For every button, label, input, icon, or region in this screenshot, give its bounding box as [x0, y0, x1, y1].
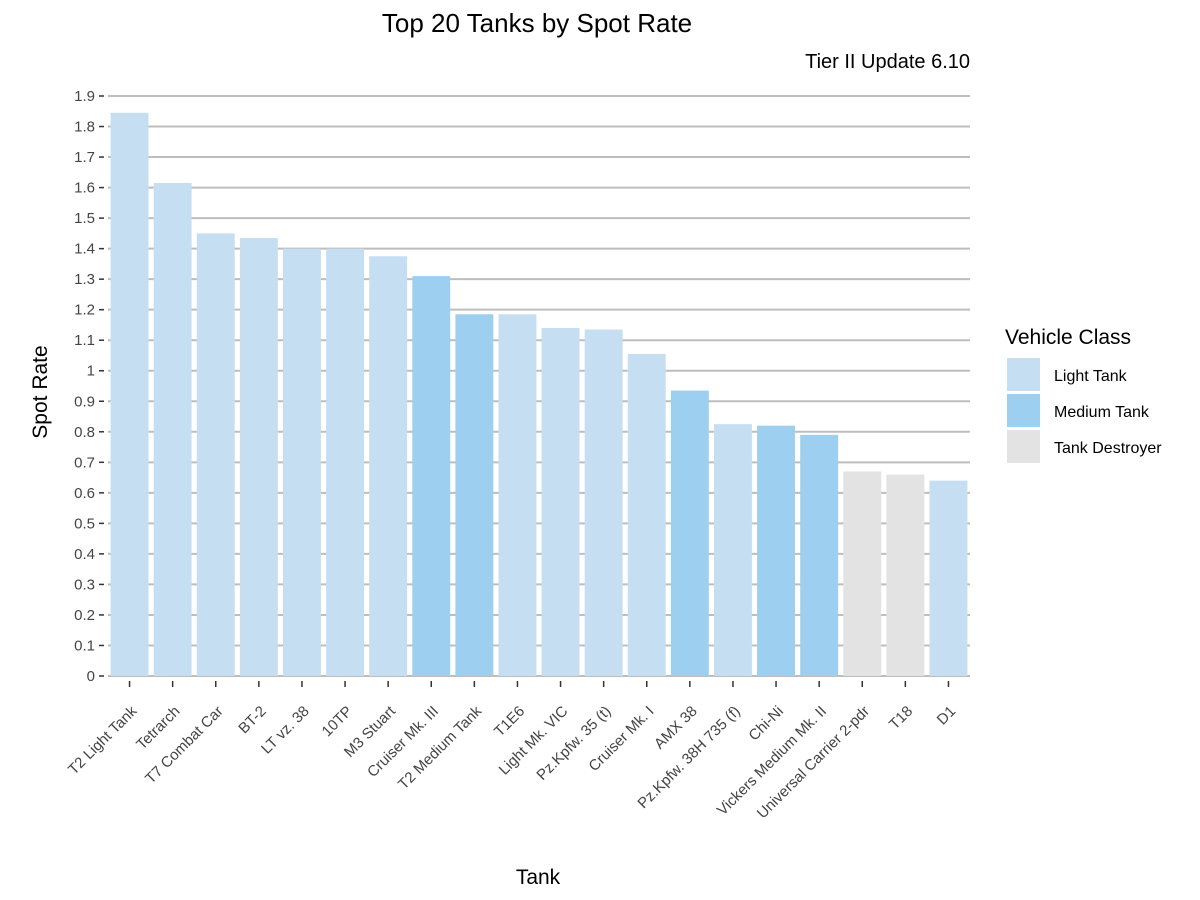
x-tick-label: T2 Light Tank [65, 702, 141, 778]
x-tick-label: T7 Combat Car [142, 703, 227, 788]
bar [886, 474, 925, 676]
bars [110, 112, 968, 677]
bar [369, 256, 408, 676]
y-tick-label: 1.6 [74, 180, 95, 197]
y-tick-label: 1.3 [74, 271, 95, 288]
y-tick-label: 1.5 [74, 210, 95, 227]
legend-swatch [1007, 430, 1040, 463]
bar [800, 434, 839, 676]
x-tick-label: LT vz. 38 [258, 703, 313, 758]
y-tick-label: 0.6 [74, 485, 95, 502]
y-tick-label: 0.1 [74, 637, 95, 654]
bar [498, 314, 537, 676]
bar [584, 329, 623, 676]
y-tick-label: 1 [87, 363, 95, 380]
bar [153, 183, 192, 676]
y-tick-label: 1.4 [74, 241, 95, 258]
legend: Vehicle Class Light Tank Medium Tank Tank … [1005, 326, 1162, 463]
y-tick-label: 1.2 [74, 302, 95, 319]
bar [110, 112, 149, 676]
y-tick-label: 0 [87, 668, 95, 685]
bar [713, 424, 752, 676]
chart-title: Top 20 Tanks by Spot Rate [382, 8, 692, 38]
bar [455, 314, 494, 676]
bar [929, 480, 968, 676]
bar [196, 233, 235, 677]
x-tick-label: T1E6 [491, 703, 528, 740]
bar [541, 328, 580, 676]
legend-swatch [1007, 358, 1040, 391]
y-tick-label: 0.9 [74, 393, 95, 410]
x-tick-label: Chi-Ni [745, 703, 786, 744]
legend-label: Tank Destroyer [1054, 440, 1162, 457]
bar [670, 390, 709, 676]
bar [326, 248, 365, 676]
y-tick-label: 1.9 [74, 88, 95, 105]
legend-title: Vehicle Class [1005, 326, 1131, 349]
bar [843, 471, 882, 676]
y-tick-label: 1.7 [74, 149, 95, 166]
y-tick-label: 0.7 [74, 454, 95, 471]
x-tick-label: Pz.Kpfw. 35 (t) [533, 703, 614, 784]
y-tick-label: 1.1 [74, 332, 95, 349]
y-tick-label: 0.8 [74, 424, 95, 441]
y-tick-label: 1.8 [74, 119, 95, 136]
bar [412, 276, 451, 676]
x-tick-label: BT-2 [235, 703, 269, 737]
x-tick-label: D1 [934, 703, 960, 729]
x-tick-label: T18 [886, 703, 916, 733]
y-tick-label: 0.5 [74, 515, 95, 532]
bar [627, 353, 666, 676]
x-tick-label: 10TP [319, 703, 356, 740]
bar [282, 248, 321, 676]
legend-swatch [1007, 394, 1040, 427]
x-axis-title: Tank [516, 866, 561, 889]
bar [239, 237, 278, 676]
chart-subtitle: Tier II Update 6.10 [805, 51, 970, 73]
y-tick-label: 0.2 [74, 607, 95, 624]
y-axis-title: Spot Rate [29, 345, 52, 438]
y-tick-label: 0.4 [74, 546, 95, 563]
legend-label: Light Tank [1054, 368, 1128, 385]
legend-label: Medium Tank [1054, 404, 1150, 421]
y-tick-label: 0.3 [74, 576, 95, 593]
bar [757, 425, 796, 676]
y-axis: 0 0.1 0.2 0.3 0.4 0.5 0.6 0.7 0.8 0.9 1 1.1 1.2 1.3 1.… [74, 88, 104, 685]
gridlines [108, 95, 970, 677]
